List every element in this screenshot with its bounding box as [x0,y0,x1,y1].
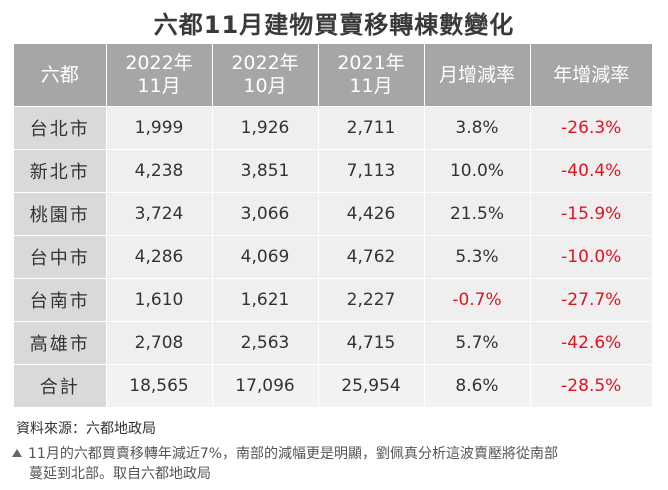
table-row: 新北市 4,238 3,851 7,113 10.0% -40.4% [14,149,652,193]
value-cell: 7,113 [318,149,425,193]
yoy-cell: -15.9% [530,192,652,236]
yoy-cell: -42.6% [530,321,652,365]
yoy-cell: -26.3% [530,106,652,150]
table-row: 台中市 4,286 4,069 4,762 5.3% -10.0% [14,235,652,279]
source-note: 資料來源：六都地政局 [16,421,156,437]
value-cell: 4,238 [106,149,213,193]
value-cell: 17,096 [212,364,319,407]
mom-cell: 3.8% [424,106,531,150]
mom-cell: 5.7% [424,321,531,365]
table-row: 台北市 1,999 1,926 2,711 3.8% -26.3% [14,106,652,150]
value-cell: 4,762 [318,235,425,279]
value-cell: 4,715 [318,321,425,365]
value-cell: 25,954 [318,364,425,407]
city-cell: 新北市 [14,149,107,193]
value-cell: 4,286 [106,235,213,279]
value-cell: 4,069 [212,235,319,279]
yoy-cell: -28.5% [530,364,652,407]
value-cell: 2,563 [212,321,319,365]
image-caption: 11月的六都買賣移轉年減近7%，南部的減幅更是明顯，劉佩真分析這波賣壓將從南部 … [12,444,652,484]
header-mom: 月增減率 [424,44,531,107]
city-cell: 合計 [14,364,107,407]
header-row: 六都 2022年 11月 2022年 10月 2021年 11月 月增減率 年增… [14,44,652,107]
yoy-cell: -27.7% [530,278,652,322]
mom-cell: 21.5% [424,192,531,236]
value-cell: 1,621 [212,278,319,322]
header-2022-nov-year: 2022年 [125,52,193,74]
mom-cell: -0.7% [424,278,531,322]
city-cell: 台北市 [14,106,107,150]
header-2022-oct-month: 10月 [243,75,287,97]
header-city: 六都 [14,44,107,107]
caption-line-2: 蔓延到北部。取自六都地政局 [29,466,211,482]
value-cell: 1,926 [212,106,319,150]
total-row: 合計 18,565 17,096 25,954 8.6% -28.5% [14,364,652,407]
value-cell: 18,565 [106,364,213,407]
yoy-cell: -40.4% [530,149,652,193]
table-title: 六都11月建物買賣移轉棟數變化 [153,11,515,39]
mom-cell: 5.3% [424,235,531,279]
header-2022-oct-year: 2022年 [231,52,299,74]
mom-cell: 8.6% [424,364,531,407]
header-2022-nov-month: 11月 [137,75,181,97]
data-table: 六都 2022年 11月 2022年 10月 2021年 11月 月增減率 年增… [14,44,652,407]
mom-cell: 10.0% [424,149,531,193]
city-cell: 台中市 [14,235,107,279]
city-cell: 高雄市 [14,321,107,365]
table-row: 高雄市 2,708 2,563 4,715 5.7% -42.6% [14,321,652,365]
value-cell: 1,610 [106,278,213,322]
yoy-cell: -10.0% [530,235,652,279]
caret-up-icon[interactable] [12,449,22,457]
value-cell: 1,999 [106,106,213,150]
value-cell: 2,708 [106,321,213,365]
value-cell: 2,711 [318,106,425,150]
value-cell: 4,426 [318,192,425,236]
value-cell: 3,066 [212,192,319,236]
header-2021-nov: 2021年 11月 [318,44,425,107]
caption-line-1: 11月的六都買賣移轉年減近7%，南部的減幅更是明顯，劉佩真分析這波賣壓將從南部 [12,444,652,464]
header-2022-oct: 2022年 10月 [212,44,319,107]
value-cell: 3,851 [212,149,319,193]
caption-text-1: 11月的六都買賣移轉年減近7%，南部的減幅更是明顯，劉佩真分析這波賣壓將從南部 [28,446,559,462]
header-2021-nov-month: 11月 [349,75,393,97]
city-cell: 桃園市 [14,192,107,236]
value-cell: 3,724 [106,192,213,236]
city-cell: 台南市 [14,278,107,322]
table-row: 桃園市 3,724 3,066 4,426 21.5% -15.9% [14,192,652,236]
header-yoy: 年增減率 [530,44,652,107]
table-row: 台南市 1,610 1,621 2,227 -0.7% -27.7% [14,278,652,322]
value-cell: 2,227 [318,278,425,322]
header-2022-nov: 2022年 11月 [106,44,213,107]
header-2021-nov-year: 2021年 [337,52,405,74]
